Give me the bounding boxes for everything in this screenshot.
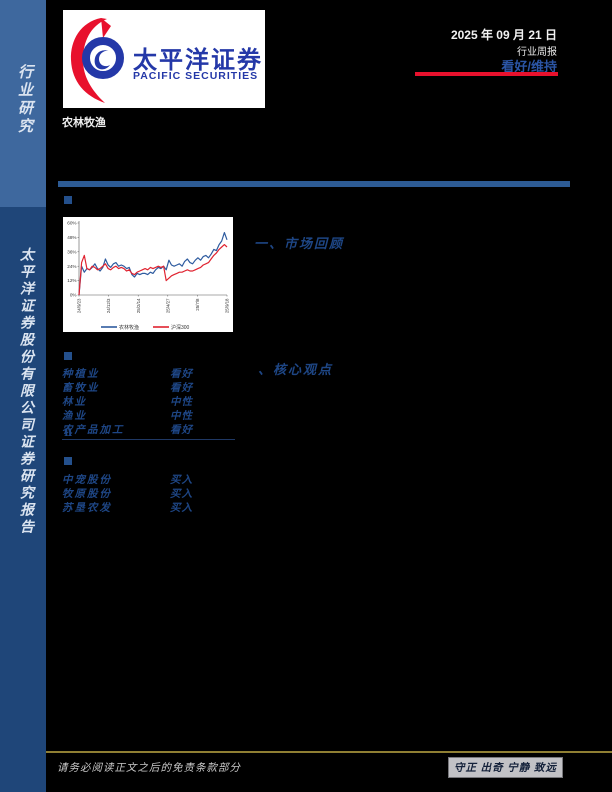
- rating-underline: [415, 72, 558, 76]
- svg-text:60%: 60%: [67, 221, 76, 226]
- report-date: 2025 年 09 月 21 日: [450, 28, 557, 42]
- industry-rating-value: 看好: [170, 425, 193, 436]
- stock-rating-value: 买入: [170, 475, 193, 486]
- title-band: [58, 181, 570, 187]
- sidebar-company-label: 太平洋证券股份有限公司证券研究报告: [18, 247, 33, 536]
- stock-name: 中宠股份: [62, 475, 112, 486]
- svg-text:25/7/8: 25/7/8: [195, 298, 200, 311]
- market-chart-svg: 0% 12% 24% 36% 48% 60% 24/9/23 24/12/3 25/2/14 25…: [67, 221, 230, 331]
- footer-motto: 守正 出奇 宁静 致远: [448, 757, 563, 778]
- roman-numeral-marker: Ⅱ: [64, 428, 73, 439]
- svg-text:24/12/3: 24/12/3: [106, 298, 111, 313]
- sidebar-bottom: 太平洋证券股份有限公司证券研究报告: [0, 207, 46, 792]
- industry-rating-row: 林业 中性: [62, 394, 262, 408]
- section-title-market-review: 一、市场回顾: [254, 236, 345, 251]
- footer-disclaimer: 请务必阅读正文之后的免责条款部分: [57, 763, 241, 774]
- stock-rating-value: 买入: [170, 503, 193, 514]
- market-chart-panel: 0% 12% 24% 36% 48% 60% 24/9/23 24/12/3 25/2/14 25…: [63, 217, 233, 332]
- industry-rating-row: 农产品加工 看好: [62, 422, 262, 436]
- brand-name-en: PACIFIC SECURITIES: [133, 70, 259, 82]
- svg-text:12%: 12%: [67, 278, 76, 283]
- brand-logo-box: 太平洋证券 PACIFIC SECURITIES: [63, 10, 265, 108]
- industry-name: 农林牧渔: [62, 117, 106, 129]
- section-divider: [62, 439, 235, 440]
- industry-rating-name: 农产品加工: [62, 425, 125, 436]
- stock-rating-row: 牧原股份 买入: [62, 486, 262, 500]
- svg-text:24%: 24%: [67, 264, 76, 269]
- bullet-square-icon: [64, 352, 72, 360]
- svg-text:农林牧渔: 农林牧渔: [119, 324, 139, 331]
- section-title-core-views: 、核心观点: [258, 362, 334, 377]
- svg-text:沪深300: 沪深300: [171, 324, 190, 331]
- svg-text:24/9/23: 24/9/23: [77, 298, 82, 313]
- sidebar-top: 行业研究: [0, 0, 46, 207]
- industry-rating-name: 林业: [62, 397, 87, 408]
- industry-rating-value: 中性: [170, 397, 193, 408]
- stock-rating-row: 苏垦农发 买入: [62, 500, 262, 514]
- industry-rating-name: 畜牧业: [62, 383, 100, 394]
- industry-rating-row: 种植业 看好: [62, 366, 262, 380]
- footer-rule: [46, 751, 612, 753]
- stock-name: 牧原股份: [62, 489, 112, 500]
- bullet-square-icon: [64, 457, 72, 465]
- industry-rating-badge: 看好/维持: [501, 59, 557, 74]
- industry-rating-name: 渔业: [62, 411, 87, 422]
- industry-rating-row: 畜牧业 看好: [62, 380, 262, 394]
- svg-text:36%: 36%: [67, 249, 76, 254]
- svg-text:48%: 48%: [67, 235, 76, 240]
- industry-rating-row: 渔业 中性: [62, 408, 262, 422]
- svg-text:25/9/18: 25/9/18: [225, 298, 230, 313]
- bullet-square-icon: [64, 196, 72, 204]
- svg-text:25/4/27: 25/4/27: [165, 298, 170, 313]
- pacific-securities-logo-icon: [70, 18, 124, 103]
- brand-name-cn: 太平洋证券: [133, 47, 263, 74]
- stock-rating-value: 买入: [170, 489, 193, 500]
- svg-text:0%: 0%: [70, 293, 77, 298]
- svg-text:25/2/14: 25/2/14: [136, 298, 141, 313]
- industry-rating-name: 种植业: [62, 369, 100, 380]
- industry-rating-value: 中性: [170, 411, 193, 422]
- industry-rating-value: 看好: [170, 369, 193, 380]
- stock-rating-row: 中宠股份 买入: [62, 472, 262, 486]
- report-type: 行业周报: [517, 47, 557, 58]
- industry-rating-value: 看好: [170, 383, 193, 394]
- sidebar-category-label: 行业研究: [16, 64, 32, 136]
- stock-name: 苏垦农发: [62, 503, 112, 514]
